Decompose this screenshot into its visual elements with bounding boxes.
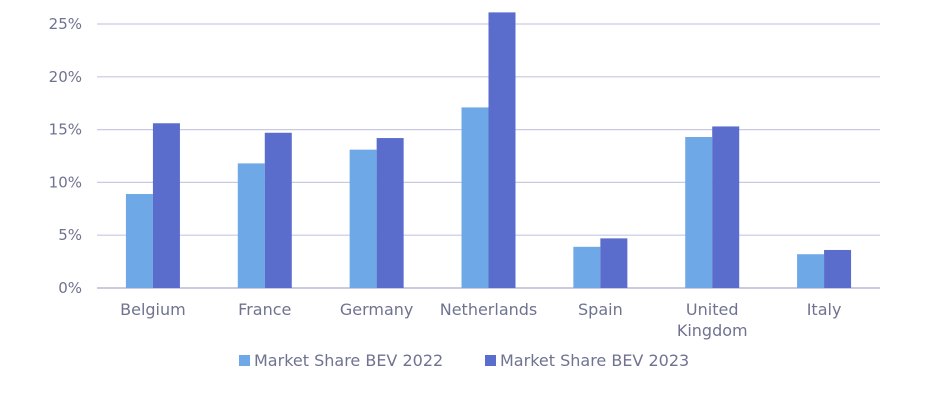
x-tick-label: United Kingdom (677, 300, 748, 340)
legend-label: Market Share BEV 2022 (254, 351, 443, 370)
bar-2022-netherlands (461, 107, 489, 288)
x-tick-label: France (238, 300, 291, 319)
legend: Market Share BEV 2022 Market Share BEV 20… (239, 351, 689, 370)
y-tick-label: 5% (58, 226, 82, 244)
y-tick-label: 0% (58, 279, 82, 297)
bar-2023-netherlands (488, 12, 516, 288)
bar-2022-germany (349, 149, 377, 288)
bar-2023-united-kingdom (712, 126, 740, 288)
bar-2023-spain (600, 238, 628, 288)
x-tick-label: Netherlands (440, 300, 538, 319)
bars (125, 12, 852, 288)
legend-label: Market Share BEV 2023 (500, 351, 689, 370)
y-tick-label: 25% (49, 15, 82, 33)
bar-2023-italy (824, 249, 852, 288)
bar-2023-germany (376, 138, 404, 288)
bar-2022-france (237, 163, 265, 288)
x-tick-label: Germany (340, 300, 414, 319)
y-tick-label: 10% (49, 173, 82, 191)
x-tick-label: Spain (578, 300, 623, 319)
x-tick-label: Belgium (120, 300, 186, 319)
bar-2022-spain (573, 246, 601, 288)
legend-swatch (485, 355, 496, 366)
x-axis-ticks: Belgium France Germany Netherlands Spain Unit… (120, 300, 841, 340)
bar-2023-france (264, 132, 292, 288)
bar-2022-belgium (125, 194, 153, 288)
y-tick-label: 20% (49, 68, 82, 86)
bar-2023-belgium (152, 123, 180, 288)
bar-2022-italy (797, 254, 825, 288)
legend-swatch (239, 355, 250, 366)
x-tick-label: Italy (807, 300, 842, 319)
y-tick-label: 15% (49, 121, 82, 139)
bar-2022-united-kingdom (685, 136, 713, 288)
y-axis-ticks: 0% 5% 10% 15% 20% 25% (49, 15, 82, 297)
